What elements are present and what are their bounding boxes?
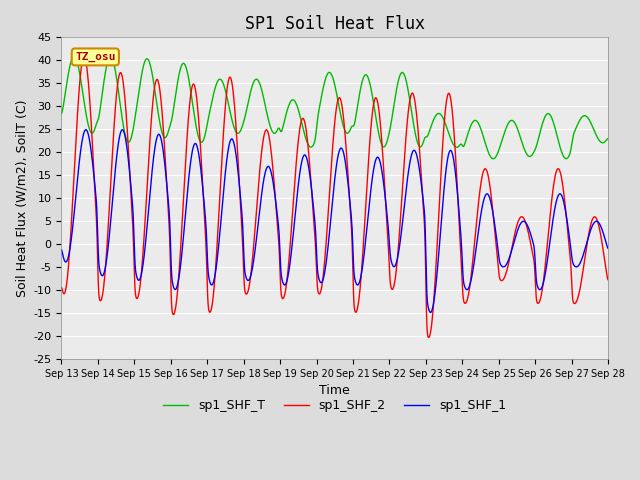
sp1_SHF_2 xyxy=(369,106,377,112)
Line: sp1_SHF_T: sp1_SHF_T xyxy=(61,57,608,159)
Line: sp1_SHF_2: sp1_SHF_2 xyxy=(61,57,608,337)
sp1_SHF_T xyxy=(100,78,108,84)
sp1_SHF_1 xyxy=(100,270,108,276)
sp1_SHF_1 xyxy=(427,310,435,315)
sp1_SHF_2 xyxy=(58,285,65,290)
sp1_SHF_T xyxy=(70,54,78,60)
Title: SP1 Soil Heat Flux: SP1 Soil Heat Flux xyxy=(244,15,425,33)
sp1_SHF_2 xyxy=(604,277,612,283)
Legend: sp1_SHF_T, sp1_SHF_2, sp1_SHF_1: sp1_SHF_T, sp1_SHF_2, sp1_SHF_1 xyxy=(158,394,511,417)
sp1_SHF_T xyxy=(290,97,298,103)
sp1_SHF_1 xyxy=(369,171,377,177)
sp1_SHF_T xyxy=(311,138,319,144)
sp1_SHF_1 xyxy=(301,152,309,158)
sp1_SHF_2 xyxy=(311,233,319,239)
sp1_SHF_T xyxy=(58,111,65,117)
sp1_SHF_1 xyxy=(311,219,319,225)
sp1_SHF_T xyxy=(301,133,309,139)
sp1_SHF_2 xyxy=(290,193,298,199)
sp1_SHF_2 xyxy=(301,120,309,126)
sp1_SHF_T xyxy=(490,156,497,162)
sp1_SHF_1 xyxy=(58,247,65,252)
sp1_SHF_1 xyxy=(290,227,298,232)
sp1_SHF_1 xyxy=(122,141,130,146)
sp1_SHF_2 xyxy=(122,113,130,119)
sp1_SHF_T xyxy=(604,136,612,142)
Line: sp1_SHF_1: sp1_SHF_1 xyxy=(61,130,608,312)
sp1_SHF_T xyxy=(122,136,130,142)
X-axis label: Time: Time xyxy=(319,384,350,397)
sp1_SHF_1 xyxy=(604,245,612,251)
sp1_SHF_2 xyxy=(80,54,88,60)
Text: TZ_osu: TZ_osu xyxy=(75,52,116,62)
sp1_SHF_2 xyxy=(100,280,108,286)
sp1_SHF_T xyxy=(369,96,377,102)
sp1_SHF_2 xyxy=(425,335,433,340)
Y-axis label: Soil Heat Flux (W/m2), SoilT (C): Soil Heat Flux (W/m2), SoilT (C) xyxy=(15,99,28,297)
sp1_SHF_1 xyxy=(82,127,90,132)
